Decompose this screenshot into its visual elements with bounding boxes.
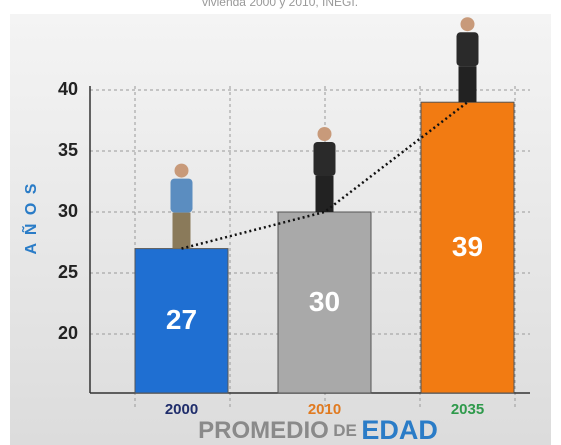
y-axis-title: A Ñ O S [20, 182, 40, 255]
bar [420, 101, 515, 394]
figure-head [460, 17, 475, 32]
data-label: 27 [166, 304, 197, 335]
bar [134, 248, 229, 394]
figure-body [170, 178, 193, 213]
figure-head [317, 127, 332, 141]
figure-legs [172, 212, 191, 249]
y-tick-label: 40 [58, 79, 78, 99]
figure-legs [315, 176, 334, 212]
figure-legs [458, 66, 477, 103]
x-axis-title: PROMEDIO DE EDAD [198, 415, 438, 445]
data-label: 39 [452, 231, 483, 262]
source-note: vivienda 2000 y 2010, INEGI. [202, 0, 358, 9]
bar [277, 211, 372, 394]
figure-body [456, 32, 479, 67]
x-tick-label: 2035 [451, 401, 484, 418]
y-tick-label: 30 [58, 201, 78, 221]
x-title-part: PROMEDIO [198, 417, 329, 444]
person-figure [170, 163, 193, 249]
x-title-part: EDAD [361, 415, 438, 445]
y-tick-label: 35 [58, 140, 78, 160]
x-title-part: DE [333, 421, 357, 440]
x-tick-label: 2010 [308, 401, 341, 418]
x-tick-label: 2000 [165, 401, 198, 418]
data-label: 30 [309, 286, 340, 317]
y-tick-label: 20 [58, 323, 78, 343]
person-figure [456, 17, 479, 103]
person-figure [313, 127, 336, 212]
figure-body [313, 142, 336, 176]
y-tick-label: 25 [58, 262, 78, 282]
figure-head [174, 163, 189, 178]
